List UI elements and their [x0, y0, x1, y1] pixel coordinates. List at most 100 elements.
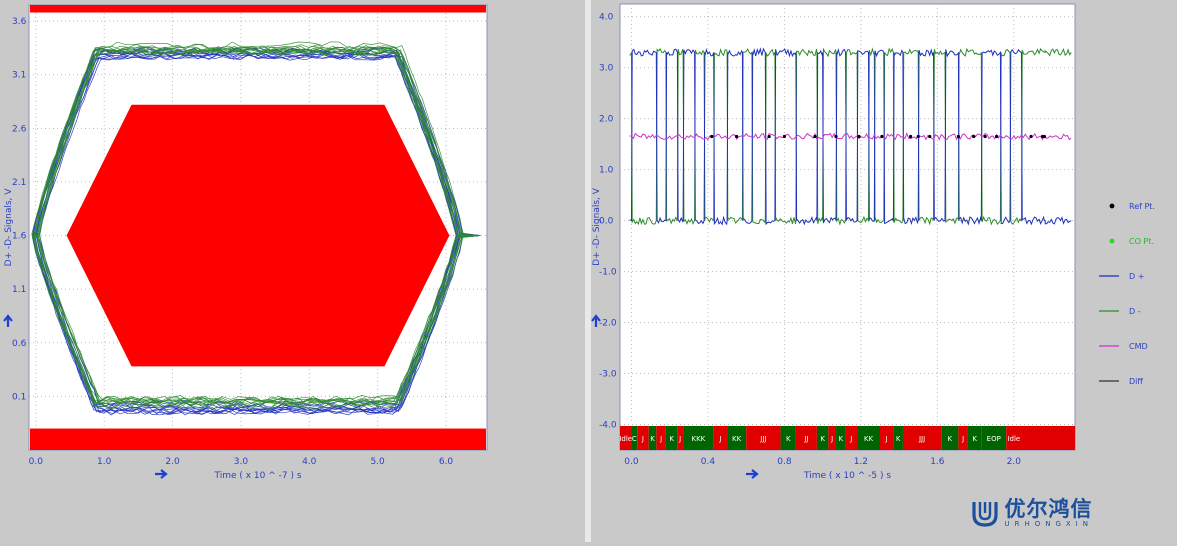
mask-top-band	[30, 5, 486, 13]
decode-segment	[648, 426, 657, 450]
ref-point	[813, 134, 817, 139]
legend: Ref Pt. CO Pt. D + D - CMD Diff	[1099, 202, 1155, 386]
logo-icon	[972, 502, 999, 527]
decode-segment	[981, 426, 1007, 450]
x-tick-label: 6.0	[439, 457, 454, 467]
decode-segment	[677, 426, 684, 450]
decode-label: J	[678, 435, 681, 443]
y-tick-label: 1.0	[599, 166, 614, 176]
legend-label: D +	[1129, 272, 1144, 281]
decode-label: K	[650, 435, 655, 443]
ref-point	[983, 134, 987, 139]
decode-label: K	[972, 435, 977, 443]
decode-segment	[967, 426, 982, 450]
decode-label: JJ	[803, 435, 808, 443]
decode-label: KKK	[691, 435, 705, 443]
ref-point	[995, 134, 999, 139]
eye-trace-upper	[32, 49, 481, 239]
panel-divider	[585, 0, 591, 542]
legend-label: CO Pt.	[1129, 237, 1154, 246]
y-tick-label: 1.6	[12, 232, 27, 242]
decode-label: J	[961, 435, 964, 443]
eye-diagram-panel: 0.0 1.0 2.0 3.0 4.0 5.0 6.0 3.6 3.1 2.6 2.1 1.6 1.1 0…	[0, 0, 585, 542]
eye-diagram-chart: 0.0 1.0 2.0 3.0 4.0 5.0 6.0 3.6 3.1 2.6 2.1 1.6 1.1 0…	[3, 4, 488, 481]
decode-label: Idle	[619, 435, 632, 443]
decode-label: J	[659, 435, 662, 443]
ref-point	[972, 134, 976, 139]
x-tick-label: 2.0	[1007, 457, 1022, 467]
decode-label: K	[820, 435, 825, 443]
y-tick-label: 2.1	[12, 178, 26, 188]
decode-label: J	[885, 435, 888, 443]
ref-point	[710, 134, 714, 139]
y-axis-label: D+ -D- Signals, V	[4, 188, 14, 267]
eye-trace-upper	[32, 46, 481, 238]
x-tick-label: 0.0	[624, 457, 639, 467]
decode-segment	[836, 426, 846, 450]
decode-segment	[727, 426, 747, 450]
y-tick-label: -1.0	[599, 268, 617, 278]
ref-point	[782, 134, 787, 139]
decode-segment	[620, 426, 632, 450]
decode-label: EOP	[987, 435, 1001, 443]
waveform-panel: 0.0 0.4 0.8 1.2 1.6 2.0 4.0 3.0 2.0 1.0 0.0 -1.0 -2.…	[591, 0, 1177, 542]
legend-label: CMD	[1129, 342, 1148, 351]
decode-segment	[893, 426, 903, 450]
eye-trace-lower	[31, 235, 481, 405]
decode-segment	[857, 426, 880, 450]
decode-label: Idle	[1007, 435, 1020, 443]
ref-point	[1029, 134, 1033, 139]
legend-marker	[1109, 203, 1115, 209]
decode-segment-tail	[1021, 426, 1075, 450]
y-tick-label: 0.1	[12, 392, 26, 402]
logo-subtitle: URHONGXIN	[1004, 520, 1093, 528]
y-tick-label: 0.6	[12, 339, 27, 349]
y-tick-label: 0.0	[599, 217, 614, 227]
ref-point	[928, 134, 932, 139]
ref-point	[908, 134, 913, 139]
y-arrow-icon	[591, 314, 601, 327]
decode-segment	[780, 426, 796, 450]
x-arrow-icon	[746, 469, 759, 479]
decode-label: JJJ	[918, 435, 925, 443]
x-tick-label: 5.0	[370, 457, 385, 467]
decode-segment	[746, 426, 781, 450]
decode-segment	[665, 426, 678, 450]
x-tick-label: 2.0	[165, 457, 180, 467]
decode-label: K	[786, 435, 791, 443]
waveform-chart: 0.0 0.4 0.8 1.2 1.6 2.0 4.0 3.0 2.0 1.0 0.0 -1.0 -2.…	[591, 3, 1155, 481]
ref-point	[916, 134, 920, 139]
decode-segment	[941, 426, 959, 450]
ref-point	[834, 134, 838, 139]
eye-traces	[31, 41, 481, 416]
decode-segment	[713, 426, 728, 450]
ref-point	[735, 134, 739, 139]
x-tick-label: 1.6	[930, 457, 945, 467]
decode-label: JJJ	[759, 435, 766, 443]
x-axis-label: Time ( x 10 ^ -5 ) s	[803, 471, 891, 481]
logo-name: 优尔鸿信	[1004, 497, 1093, 521]
mask-bottom-band	[30, 428, 486, 450]
decode-label: KK	[732, 435, 742, 443]
decode-label: K	[839, 435, 844, 443]
decode-segment	[902, 426, 942, 450]
decode-segment	[631, 426, 638, 450]
legend-marker	[1109, 238, 1115, 244]
y-tick-label: 1.1	[12, 285, 26, 295]
y-tick-label: 2.0	[599, 115, 614, 125]
decode-segment	[656, 426, 666, 450]
trace-d-plus	[629, 47, 1072, 226]
eye-trace-lower	[31, 234, 481, 407]
decode-label: K	[669, 435, 674, 443]
x-axis-label: Time ( x 10 ^ -7 ) s	[213, 471, 301, 481]
decode-label: KK	[864, 435, 874, 443]
x-tick-label: 3.0	[234, 457, 249, 467]
plot-area	[619, 3, 1076, 451]
y-tick-label: 3.6	[12, 17, 27, 27]
ref-point	[857, 134, 861, 139]
decode-label: C	[632, 435, 637, 443]
decode-segment	[880, 426, 894, 450]
decode-segment	[795, 426, 817, 450]
decode-segment	[816, 426, 829, 450]
x-tick-label: 1.0	[97, 457, 112, 467]
